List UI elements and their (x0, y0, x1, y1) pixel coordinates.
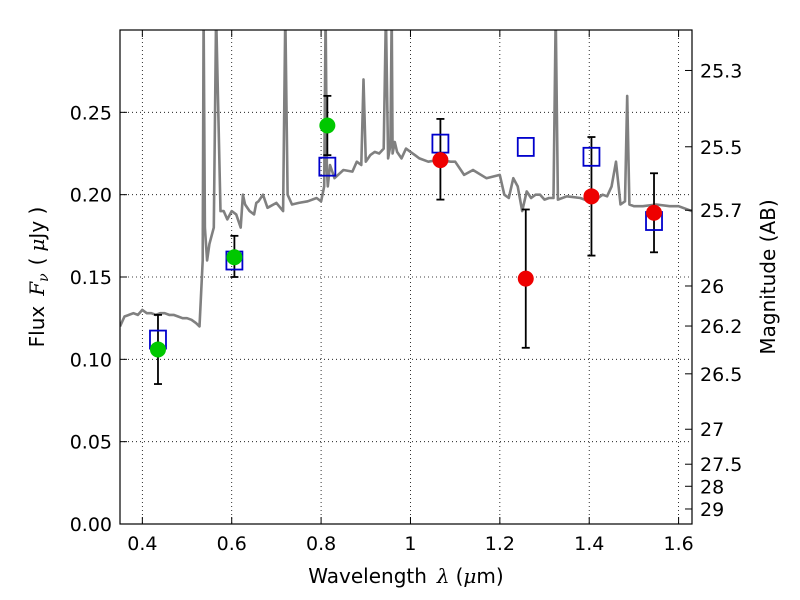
mag-tick-label: 28 (700, 476, 724, 498)
photometry-point (226, 249, 243, 266)
x-tick-label: 0.6 (217, 533, 247, 555)
mag-tick-label: 27.5 (700, 454, 742, 476)
x-axis-title: Wavelength λ (μm) (308, 564, 503, 588)
model-square-marker (318, 156, 337, 177)
mag-tick-label: 26.5 (700, 364, 742, 386)
y2-axis-title: Magnitude (AB) (756, 199, 780, 354)
photometry-point (517, 270, 534, 287)
mag-tick-label: 25.7 (700, 200, 742, 222)
y-tick-label: 0.10 (70, 349, 112, 371)
y-tick-label: 0.20 (70, 185, 112, 207)
x-tick-label: 1.6 (663, 533, 693, 555)
x-tick-label: 1 (404, 533, 416, 555)
y-tick-label: 0.15 (70, 267, 112, 289)
mag-tick-label: 25.3 (700, 60, 742, 82)
mag-tick-label: 26.2 (700, 316, 742, 338)
sed-model-line (120, 30, 692, 328)
x-tick-label: 1.4 (574, 533, 604, 555)
y-tick-label: 0.05 (70, 432, 112, 454)
photometry-point (583, 188, 600, 205)
ticks: 0.4 0.6 0.8 1 1.2 1.4 1.6 0.00 0.05 0.10 0.15 0.20 0… (70, 30, 742, 555)
mag-tick-label: 27 (700, 419, 724, 441)
photometry-point (432, 152, 449, 169)
x-tick-label: 1.2 (485, 533, 515, 555)
x-tick-label: 0.8 (306, 533, 336, 555)
y-tick-label: 0.00 (70, 514, 112, 536)
model-square-marker (516, 137, 535, 157)
y-tick-label: 0.25 (70, 102, 112, 124)
plot-area (120, 30, 692, 524)
model-square-marker (582, 146, 601, 167)
y-axis-title: FluxFν(μJy ) (25, 207, 52, 348)
x-tick-label: 0.4 (127, 533, 157, 555)
photometry-point (149, 341, 166, 358)
data-layer (120, 30, 692, 328)
photometry-point (646, 204, 663, 221)
mag-tick-label: 26 (700, 276, 724, 298)
markers (149, 117, 663, 358)
mag-tick-label: 25.5 (700, 137, 742, 159)
photometry-point (319, 117, 336, 134)
mag-tick-label: 29 (700, 499, 724, 521)
